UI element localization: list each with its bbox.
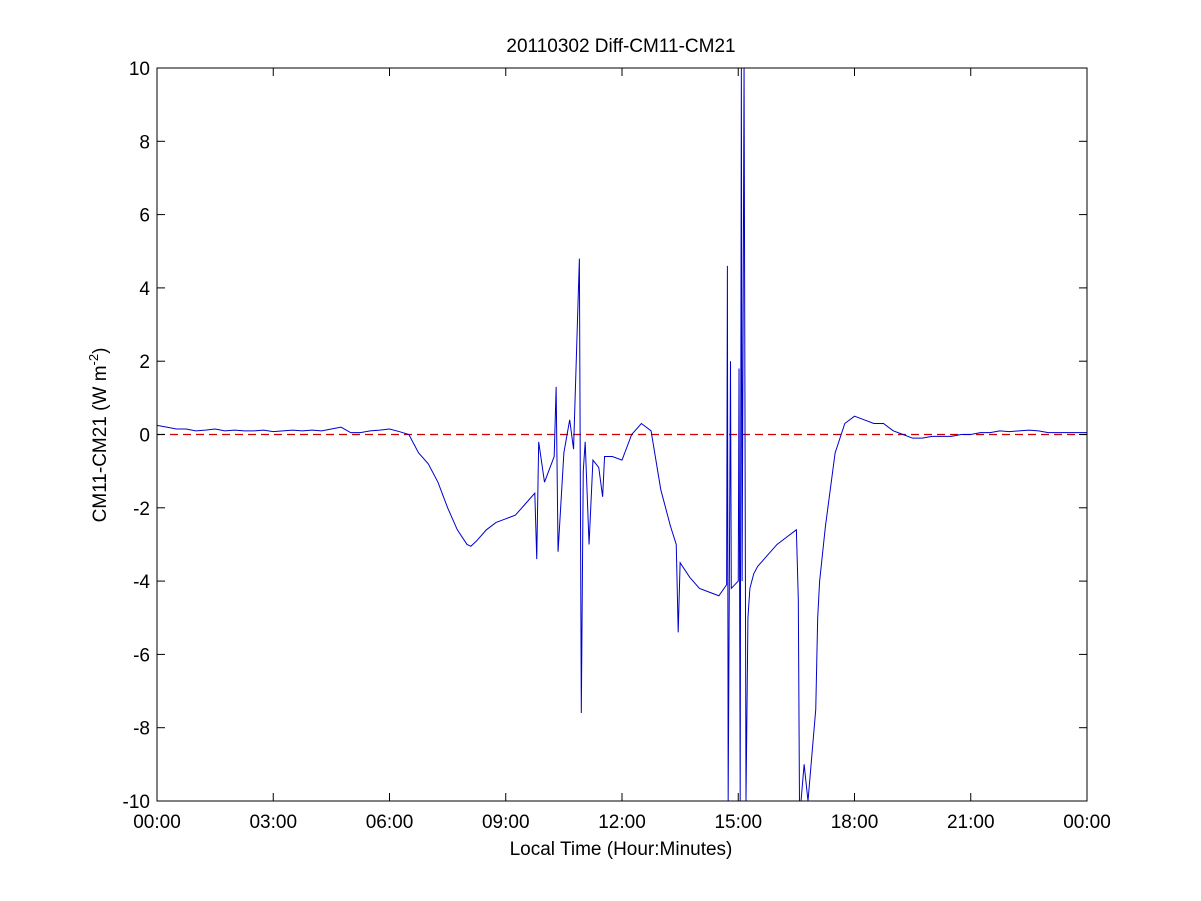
- plot-area: 00:00 03:00 06:00 09:00 12:00 15:00 18:00 21:00…: [123, 59, 1111, 833]
- x-tick-label: 06:00: [366, 812, 414, 833]
- y-tick-label: -6: [133, 645, 150, 666]
- x-axis-label: Local Time (Hour:Minutes): [510, 839, 733, 860]
- y-tick-label: 8: [139, 132, 150, 153]
- x-tick-label: 15:00: [714, 812, 762, 833]
- y-tick-label: 6: [139, 206, 150, 227]
- y-tick-label: -4: [133, 572, 150, 593]
- x-tick-label: 09:00: [482, 812, 530, 833]
- y-axis-label-exponent: -2: [86, 354, 101, 366]
- y-tick-label: 10: [129, 59, 150, 80]
- y-tick-label: -10: [123, 792, 150, 813]
- chart-title: 20110302 Diff-CM11-CM21: [506, 36, 735, 57]
- y-axis-label-suffix: ): [90, 348, 111, 354]
- x-tick-label: 03:00: [249, 812, 297, 833]
- y-tick-label: -8: [133, 719, 150, 740]
- y-tick-label: 0: [139, 426, 150, 447]
- y-tick-label: -2: [133, 499, 150, 520]
- x-tick-label: 00:00: [133, 812, 181, 833]
- data-series-line-0: [156, 67, 1087, 802]
- y-tick-label: 4: [139, 279, 150, 300]
- y-tick-label: 2: [139, 352, 150, 373]
- x-tick-label: 18:00: [831, 812, 879, 833]
- x-tick-label: 00:00: [1063, 812, 1111, 833]
- y-axis-label-prefix: CM11-CM21 (W m: [90, 365, 111, 522]
- y-axis-label: CM11-CM21 (W m-2): [86, 348, 111, 523]
- x-tick-label: 12:00: [598, 812, 646, 833]
- x-tick-label: 21:00: [947, 812, 995, 833]
